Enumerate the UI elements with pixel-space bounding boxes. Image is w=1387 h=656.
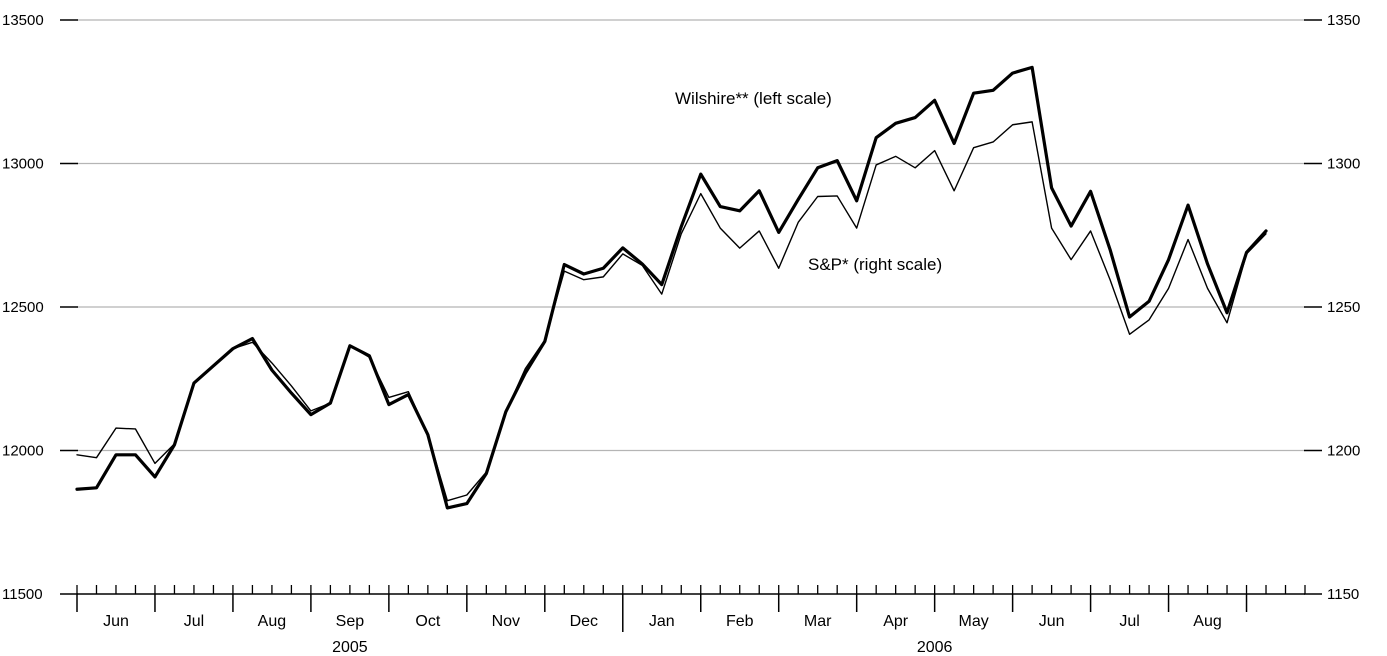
left-tick-label: 12500: [2, 299, 44, 316]
right-tick-label: 1150: [1327, 586, 1359, 603]
month-label: Feb: [726, 613, 754, 630]
year-label: 2005: [332, 639, 368, 656]
series-lines: [75, 65, 1268, 510]
right-tick-label: 1200: [1327, 443, 1360, 460]
annotation-wilshire: Wilshire** (left scale): [675, 89, 832, 108]
month-label: Dec: [570, 613, 598, 630]
month-label: Nov: [492, 613, 520, 630]
left-tick-label: 12000: [2, 443, 44, 460]
left-tick-label: 13500: [2, 12, 44, 29]
grid-lines: [77, 19, 1305, 452]
month-label: Jul: [1119, 613, 1139, 630]
month-label: Jul: [184, 613, 204, 630]
month-label: Oct: [415, 613, 440, 630]
month-label: Sep: [336, 613, 365, 630]
month-label: Aug: [1193, 613, 1221, 630]
right-tick-label: 1350: [1327, 12, 1360, 29]
month-label: Aug: [258, 613, 286, 630]
right-tick-label: 1300: [1327, 156, 1360, 173]
left-tick-label: 13000: [2, 156, 44, 173]
series-line-wilshire: [75, 65, 1268, 510]
month-label: Jun: [1039, 613, 1065, 630]
month-label: Jun: [103, 613, 129, 630]
month-label: Jan: [649, 613, 675, 630]
month-label: Apr: [883, 613, 909, 630]
year-label: 2006: [917, 639, 953, 656]
annotation-sp: S&P* (right scale): [808, 255, 942, 274]
right-tick-label: 1250: [1327, 299, 1360, 316]
left-tick-label: 11500: [2, 586, 43, 603]
month-label: May: [959, 613, 989, 630]
axes: 11500 12000 12500 13000 13500 1150 1200 1250 130…: [2, 12, 1360, 656]
month-label: Mar: [804, 613, 832, 630]
series-line-sp: [76, 121, 1267, 502]
